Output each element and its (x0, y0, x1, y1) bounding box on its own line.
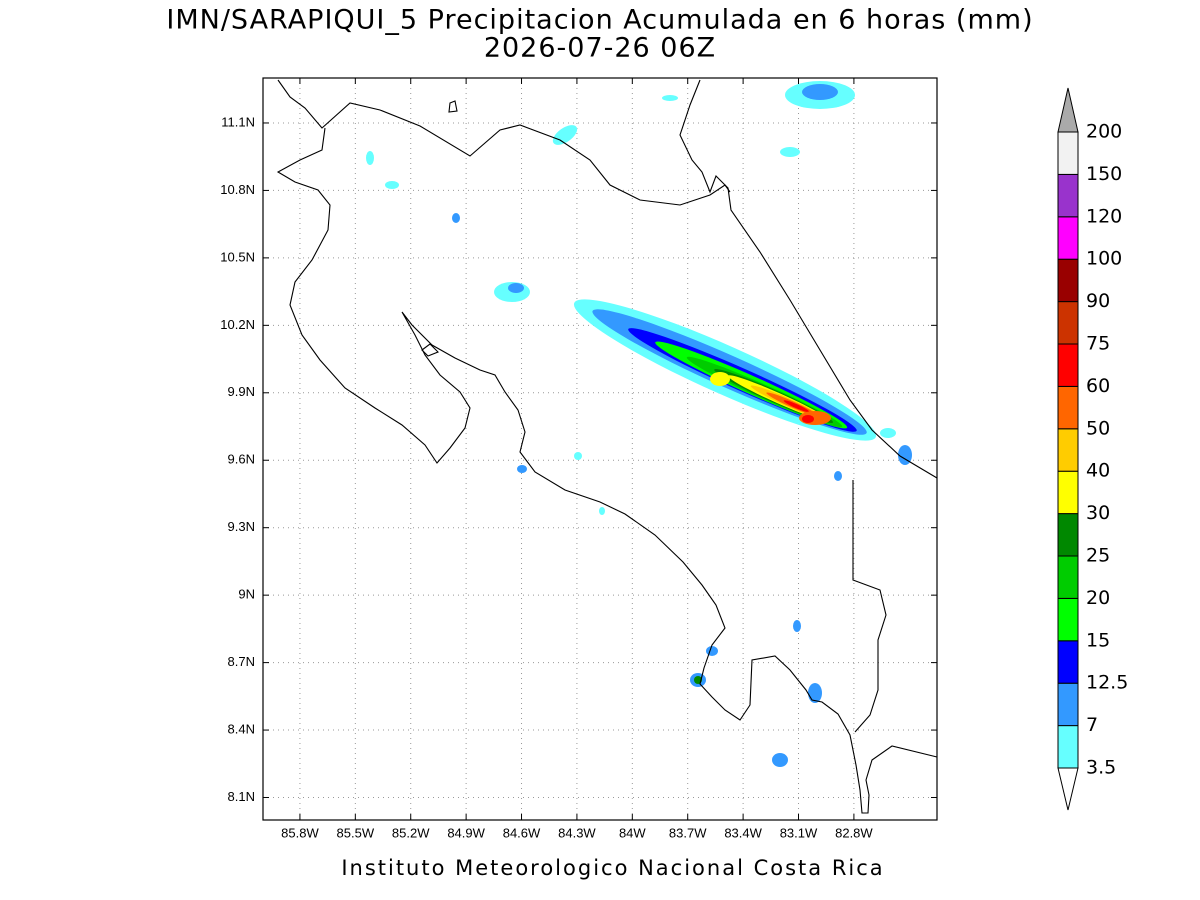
colorbar-box (1057, 682, 1079, 727)
colorbar-label: 20 (1086, 587, 1110, 609)
colorbar-box (1057, 428, 1079, 472)
x-tick-label: 85.2W (392, 825, 430, 840)
y-tick-label: 8.4N (228, 721, 255, 736)
colorbar-box (1057, 640, 1079, 684)
colorbar-label: 12.5 (1086, 672, 1128, 694)
subtitle: 2026-07-26 06Z (484, 33, 716, 64)
x-tick-label: 84.9W (447, 825, 485, 840)
x-tick-label: 84.6W (503, 825, 541, 840)
colorbar-box (1057, 216, 1079, 260)
grid (263, 78, 937, 820)
colorbar-label: 100 (1086, 248, 1122, 270)
y-tick-label: 8.1N (228, 789, 255, 804)
x-tick-label: 83.1W (780, 825, 818, 840)
colorbar-box (1057, 470, 1079, 515)
colorbar-label: 15 (1086, 629, 1110, 651)
y-tick-label: 8.7N (228, 654, 255, 669)
colorbar-over (1057, 87, 1079, 133)
colorbar-box (1057, 597, 1079, 642)
x-tick-label: 83.4W (724, 825, 762, 840)
axes: 85.8W 85.5W 85.2W 84.9W 84.6W 84.3W 84W 83.7W 83… (220, 78, 937, 840)
y-tick-label: 10.2N (220, 317, 255, 332)
x-tick-label: 85.8W (281, 825, 319, 840)
colorbar-label: 3.5 (1086, 757, 1116, 779)
colorbar-label: 75 (1086, 333, 1110, 355)
y-tick-label: 9.9N (228, 384, 255, 399)
colorbar-box (1057, 131, 1079, 175)
colorbar: 3.5 7 12.5 15 20 25 30 40 50 60 75 90 100 120 150 200 (1057, 87, 1128, 811)
colorbar-box (1057, 385, 1079, 430)
y-tick-label: 9.6N (228, 452, 255, 467)
colorbar-label: 150 (1086, 163, 1122, 185)
y-tick-label: 11.1N (221, 114, 255, 129)
colorbar-label: 25 (1086, 545, 1110, 567)
colorbar-label: 60 (1086, 375, 1110, 397)
x-tick-label: 84W (619, 825, 646, 840)
map-frame (262, 77, 938, 821)
y-tick-label: 10.8N (220, 182, 255, 197)
title: IMN/SARAPIQUI_5 Precipitacion Acumulada … (166, 5, 1033, 36)
x-tick-label: 82.8W (835, 825, 873, 840)
colorbar-box (1057, 725, 1079, 769)
y-tick-label: 10.5N (220, 249, 255, 264)
colorbar-label: 40 (1086, 460, 1110, 482)
colorbar-label: 120 (1086, 205, 1122, 227)
x-tick-label: 84.3W (558, 825, 596, 840)
colorbar-label: 50 (1086, 417, 1110, 439)
colorbar-label: 30 (1086, 502, 1110, 524)
colorbar-box (1057, 258, 1079, 303)
coastline (276, 79, 938, 814)
colorbar-label: 90 (1086, 290, 1110, 312)
x-tick-label: 83.7W (669, 825, 707, 840)
colorbar-label: 200 (1086, 121, 1122, 143)
colorbar-box (1057, 301, 1079, 345)
y-tick-label: 9.3N (228, 519, 255, 534)
colorbar-box (1057, 555, 1079, 599)
footer: Instituto Meteorologico Nacional Costa R… (341, 856, 884, 880)
colorbar-box (1057, 513, 1079, 557)
precipitation (366, 81, 912, 767)
x-tick-label: 85.5W (337, 825, 375, 840)
colorbar-box (1057, 173, 1079, 218)
colorbar-label: 7 (1086, 714, 1098, 736)
colorbar-box (1057, 343, 1079, 387)
colorbar-under (1057, 767, 1079, 811)
y-tick-label: 9N (238, 587, 255, 602)
